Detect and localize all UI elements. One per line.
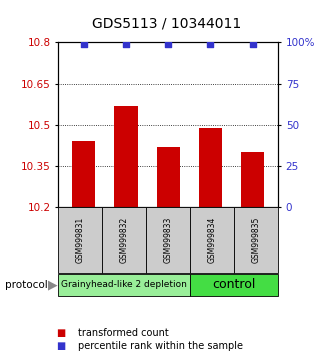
Bar <box>157 147 180 207</box>
Bar <box>241 152 264 207</box>
Text: GSM999834: GSM999834 <box>207 217 217 263</box>
Text: percentile rank within the sample: percentile rank within the sample <box>78 341 243 351</box>
Bar <box>72 141 95 207</box>
Text: Grainyhead-like 2 depletion: Grainyhead-like 2 depletion <box>61 280 187 289</box>
Bar <box>199 127 222 207</box>
Text: ▶: ▶ <box>48 278 57 291</box>
Text: GSM999835: GSM999835 <box>251 217 261 263</box>
Point <box>250 41 255 47</box>
Text: GDS5113 / 10344011: GDS5113 / 10344011 <box>92 16 241 30</box>
Text: GSM999832: GSM999832 <box>120 217 129 263</box>
Point <box>208 41 213 47</box>
Text: transformed count: transformed count <box>78 329 169 338</box>
Text: GSM999831: GSM999831 <box>76 217 85 263</box>
Point <box>81 41 86 47</box>
Text: protocol: protocol <box>5 280 48 290</box>
Text: ■: ■ <box>57 341 66 351</box>
Bar <box>114 105 138 207</box>
Text: ■: ■ <box>57 329 66 338</box>
Text: control: control <box>212 278 256 291</box>
Point <box>166 41 171 47</box>
Text: GSM999833: GSM999833 <box>164 217 173 263</box>
Point <box>123 41 129 47</box>
